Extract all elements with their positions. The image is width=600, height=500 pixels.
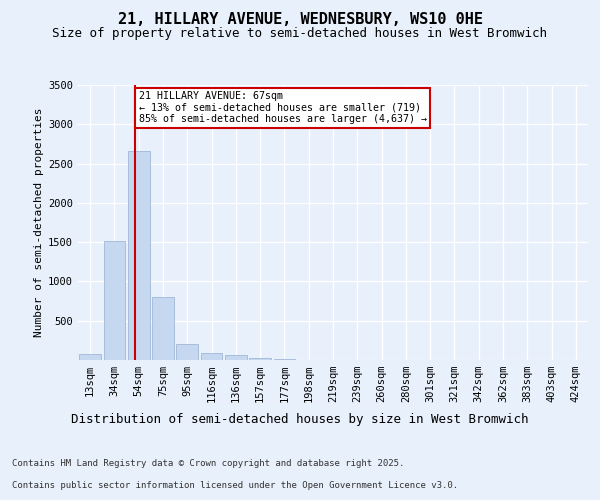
Text: Contains HM Land Registry data © Crown copyright and database right 2025.: Contains HM Land Registry data © Crown c… [12, 458, 404, 468]
Bar [152, 297, 174, 360]
Bar [274, 359, 295, 360]
Bar [225, 356, 247, 360]
Text: Size of property relative to semi-detached houses in West Bromwich: Size of property relative to semi-detach… [53, 28, 548, 40]
Bar [79, 354, 101, 360]
Bar [104, 242, 125, 360]
Text: 21, HILLARY AVENUE, WEDNESBURY, WS10 0HE: 21, HILLARY AVENUE, WEDNESBURY, WS10 0HE [118, 12, 482, 28]
Text: 21 HILLARY AVENUE: 67sqm
← 13% of semi-detached houses are smaller (719)
85% of : 21 HILLARY AVENUE: 67sqm ← 13% of semi-d… [139, 92, 427, 124]
Text: Distribution of semi-detached houses by size in West Bromwich: Distribution of semi-detached houses by … [71, 412, 529, 426]
Bar [249, 358, 271, 360]
Bar [176, 344, 198, 360]
Y-axis label: Number of semi-detached properties: Number of semi-detached properties [34, 108, 44, 337]
Bar [200, 352, 223, 360]
Bar [128, 151, 149, 360]
Text: Contains public sector information licensed under the Open Government Licence v3: Contains public sector information licen… [12, 481, 458, 490]
